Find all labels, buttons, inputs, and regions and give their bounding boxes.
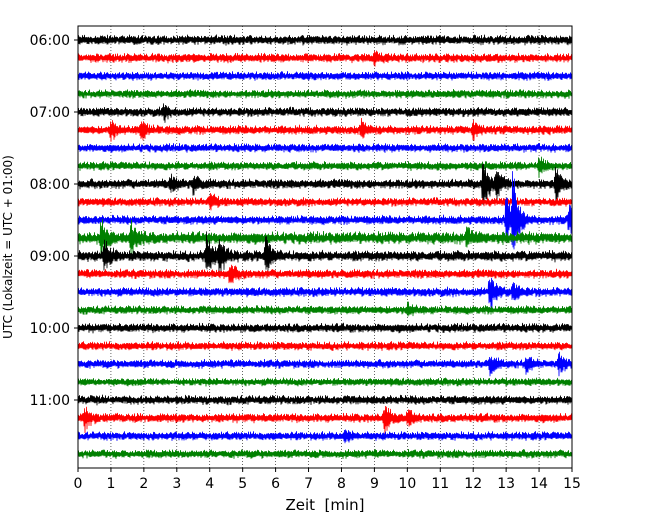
x-tick-label: 6 [271,476,280,492]
y-tick-label: 10:00 [30,321,70,337]
seismogram-trace [77,448,573,459]
x-axis-ticks: 0 1 2 3 4 5 6 7 8 9 10 11 12 13 14 15 [74,468,581,492]
x-tick-label: 12 [464,476,482,492]
y-tick-label: 07:00 [30,105,70,121]
trace-layer [77,34,573,459]
seismogram-trace [77,264,573,284]
seismogram-trace [77,277,573,311]
x-tick-label: 5 [238,476,247,492]
y-tick-label: 08:00 [30,177,70,193]
seismogram-trace [77,219,573,259]
y-axis-label: UTC (Lokalzeit = UTC + 01:00) [1,155,15,339]
x-tick-label: 8 [337,476,346,492]
x-tick-label: 9 [370,476,379,492]
x-tick-label: 1 [106,476,115,492]
x-axis-label: Zeit [min] [285,496,364,514]
x-tick-label: 10 [398,476,416,492]
seismogram-trace [77,171,573,250]
seismogram-trace [77,88,573,99]
x-tick-label: 2 [139,476,148,492]
seismogram-trace [77,71,573,81]
x-tick-label: 3 [172,476,181,492]
seismogram-trace [77,405,573,437]
seismogram-trace [77,156,573,179]
seismogram-trace [77,34,573,46]
seismogram-trace [77,322,573,334]
x-tick-label: 0 [74,476,83,492]
x-tick-label: 15 [563,476,581,492]
x-tick-label: 7 [304,476,313,492]
seismogram-trace [77,301,573,317]
y-axis-ticks: 06:00 07:00 08:00 09:00 10:00 11:00 [30,33,78,409]
x-tick-label: 14 [530,476,548,492]
seismogram-trace [77,394,573,406]
seismogram-trace [77,163,573,205]
seismogram-trace [77,429,573,444]
seismogram-trace [77,117,573,142]
seismogram-trace [77,377,573,387]
seismogram-trace [77,341,573,351]
y-tick-label: 11:00 [30,393,70,409]
seismogram-trace [77,50,573,67]
y-tick-label: 06:00 [30,33,70,49]
seismogram-trace [77,143,573,153]
x-tick-label: 13 [497,476,515,492]
seismogram-trace [77,103,573,123]
y-tick-label: 09:00 [30,249,70,265]
seismogram-trace [77,231,573,274]
seismogram-trace [77,351,573,377]
x-tick-label: 4 [205,476,214,492]
seismogram-trace [77,192,573,211]
x-tick-label: 11 [431,476,449,492]
plot-frame [77,25,573,469]
